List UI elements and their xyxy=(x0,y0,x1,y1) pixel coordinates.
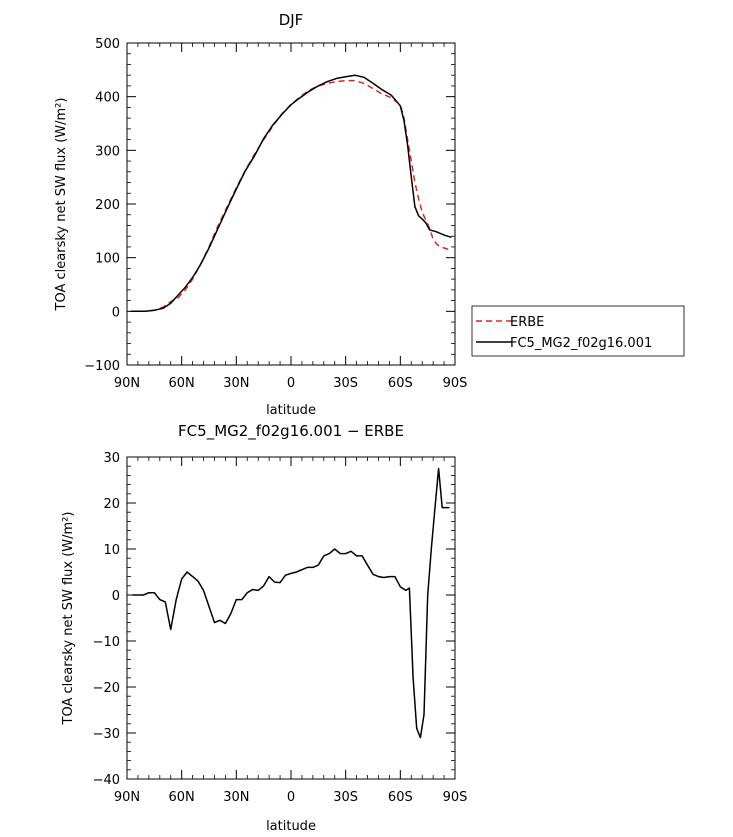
bottom-plot-frame xyxy=(126,456,456,780)
top-y-tick-label: 100 xyxy=(95,252,120,267)
bottom-y-tick-label: 20 xyxy=(103,497,120,512)
top-x-tick-label: 90N xyxy=(114,376,140,391)
top-y-tick-label: 200 xyxy=(95,198,120,213)
top-series-lines xyxy=(130,74,452,313)
bottom-y-tick-label: −10 xyxy=(93,635,120,650)
bottom-x-ticks: 90N 60N 30N 0 30S 60S 90S xyxy=(114,457,468,805)
legend-model-label: FC5_MG2_f02g16.001 xyxy=(510,336,652,351)
top-x-axis-label: latitude xyxy=(266,403,316,418)
bottom-chart: FC5_MG2_f02g16.001 − ERBE 90N 60N 30N 0 30S 6… xyxy=(61,422,467,834)
top-chart: DJF 90N 60N 30N 0 30S 60S 90S −100 0 100 200 300 40… xyxy=(54,11,467,418)
bottom-x-tick-label: 90S xyxy=(443,790,468,805)
bottom-x-tick-label: 30N xyxy=(223,790,249,805)
bottom-x-axis-label: latitude xyxy=(266,819,316,834)
bottom-y-tick-label: 10 xyxy=(103,543,120,558)
top-x-tick-label: 30N xyxy=(223,376,249,391)
bottom-x-tick-label: 0 xyxy=(287,790,295,805)
top-y-tick-label: 300 xyxy=(95,144,120,159)
top-chart-title: DJF xyxy=(279,11,304,29)
bottom-x-tick-label: 60N xyxy=(169,790,195,805)
top-y-ticks: −100 0 100 200 300 400 500 xyxy=(84,37,455,374)
top-series-line-fc5-mg2-f02g16-001 xyxy=(130,74,452,313)
bottom-series-line-difference xyxy=(132,467,450,739)
top-x-ticks: 90N 60N 30N 0 30S 60S 90S xyxy=(114,43,468,391)
legend-erbe-label: ERBE xyxy=(510,315,544,330)
bottom-y-tick-label: 0 xyxy=(112,589,120,604)
bottom-y-axis-label: TOA clearsky net SW flux (W/m²) xyxy=(61,512,76,726)
top-y-tick-label: −100 xyxy=(84,359,120,374)
legend: ERBE FC5_MG2_f02g16.001 xyxy=(471,305,685,357)
top-y-tick-label: 400 xyxy=(95,91,120,106)
top-y-tick-label: 500 xyxy=(95,37,120,52)
bottom-x-tick-label: 90N xyxy=(114,790,140,805)
top-x-tick-label: 90S xyxy=(443,376,468,391)
top-y-tick-label: 0 xyxy=(112,305,120,320)
bottom-y-tick-label: −20 xyxy=(93,681,120,696)
top-x-tick-label: 60S xyxy=(388,376,413,391)
bottom-y-ticks: −40 −30 −20 −10 0 10 20 30 xyxy=(93,451,455,788)
top-plot-frame xyxy=(126,42,456,366)
top-y-axis-label: TOA clearsky net SW flux (W/m²) xyxy=(54,98,69,312)
bottom-x-tick-label: 60S xyxy=(388,790,413,805)
bottom-series-lines xyxy=(132,467,450,739)
top-x-tick-label: 60N xyxy=(169,376,195,391)
top-x-tick-label: 0 xyxy=(287,376,295,391)
legend-box xyxy=(471,305,685,357)
bottom-chart-title: FC5_MG2_f02g16.001 − ERBE xyxy=(178,422,404,441)
top-x-tick-label: 30S xyxy=(333,376,358,391)
bottom-x-tick-label: 30S xyxy=(333,790,358,805)
bottom-y-tick-label: −30 xyxy=(93,727,120,742)
top-series-line-erbe xyxy=(130,79,452,313)
bottom-y-tick-label: 30 xyxy=(103,451,120,466)
bottom-y-tick-label: −40 xyxy=(93,773,120,788)
